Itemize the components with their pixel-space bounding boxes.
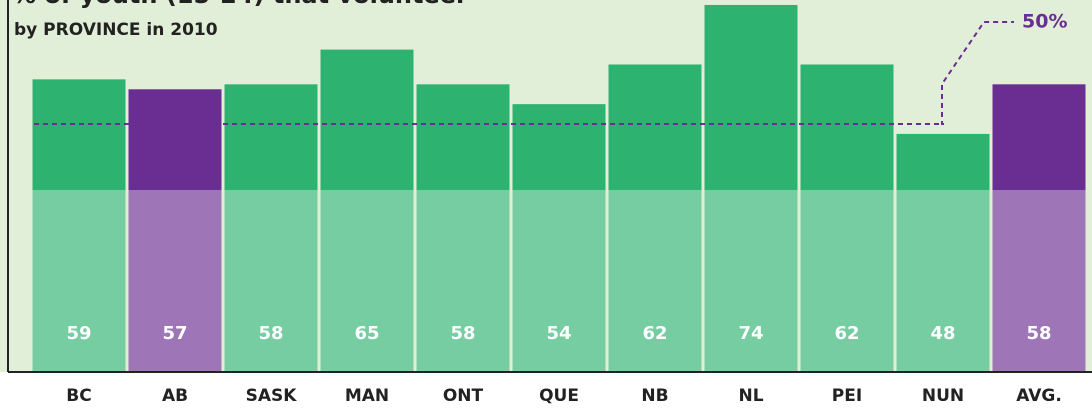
- x-tick-label: PEI: [832, 386, 862, 406]
- value-label: 62: [834, 323, 859, 344]
- value-label: 62: [642, 323, 667, 344]
- bar-overlay: [705, 190, 798, 372]
- x-tick-label: MAN: [345, 386, 389, 406]
- x-tick-label: AB: [162, 386, 188, 406]
- bar-overlay: [801, 190, 894, 372]
- bar-overlay: [33, 190, 126, 372]
- x-tick-label: QUE: [539, 386, 579, 406]
- x-tick-label: NB: [641, 386, 668, 406]
- bar-overlay: [225, 190, 318, 372]
- value-label: 54: [546, 323, 571, 344]
- x-tick-label: AVG.: [1016, 386, 1062, 406]
- x-tick-label: NUN: [922, 386, 964, 406]
- bar-overlay: [897, 190, 990, 372]
- x-tick-label: NL: [738, 386, 763, 406]
- x-tick-label: ONT: [443, 386, 484, 406]
- bar-overlay: [609, 190, 702, 372]
- chart-subtitle: by PROVINCE in 2010: [14, 20, 218, 40]
- bar-overlay: [321, 190, 414, 372]
- chart-title: % of youth (15-24) that volunteer: [12, 0, 468, 9]
- x-tick-label: BC: [66, 386, 91, 406]
- value-label: 58: [450, 323, 475, 344]
- bar-overlay: [129, 190, 222, 372]
- chart: % of youth (15-24) that volunteer by PRO…: [0, 0, 1092, 408]
- reference-label: 50%: [1022, 11, 1067, 33]
- value-label: 57: [162, 323, 187, 344]
- bar-overlay: [513, 190, 606, 372]
- page: {"chart_data": {"type": "bar", "title": …: [0, 0, 1092, 408]
- x-tick-label: SASK: [246, 386, 298, 406]
- value-label: 65: [354, 323, 379, 344]
- bar-overlay: [417, 190, 510, 372]
- value-label: 48: [930, 323, 955, 344]
- value-label: 58: [258, 323, 283, 344]
- bar-overlay: [993, 190, 1086, 372]
- value-label: 58: [1026, 323, 1051, 344]
- value-label: 74: [738, 323, 763, 344]
- value-label: 59: [66, 323, 91, 344]
